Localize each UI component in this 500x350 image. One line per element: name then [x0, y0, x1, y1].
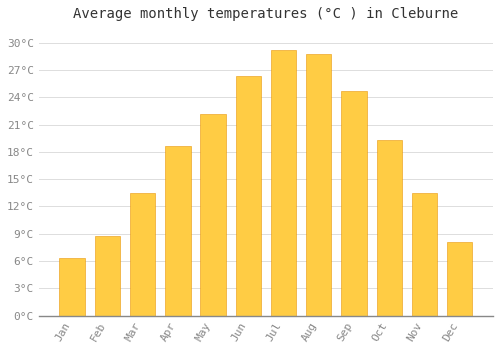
Bar: [130, 193, 156, 316]
Bar: [94, 236, 120, 316]
Bar: [447, 242, 472, 316]
Bar: [236, 76, 261, 316]
Bar: [412, 193, 437, 316]
Bar: [306, 54, 332, 316]
Bar: [376, 140, 402, 316]
Bar: [165, 146, 190, 316]
Bar: [60, 258, 85, 316]
Title: Average monthly temperatures (°C ) in Cleburne: Average monthly temperatures (°C ) in Cl…: [74, 7, 458, 21]
Bar: [342, 91, 366, 316]
Bar: [271, 50, 296, 316]
Bar: [200, 114, 226, 316]
